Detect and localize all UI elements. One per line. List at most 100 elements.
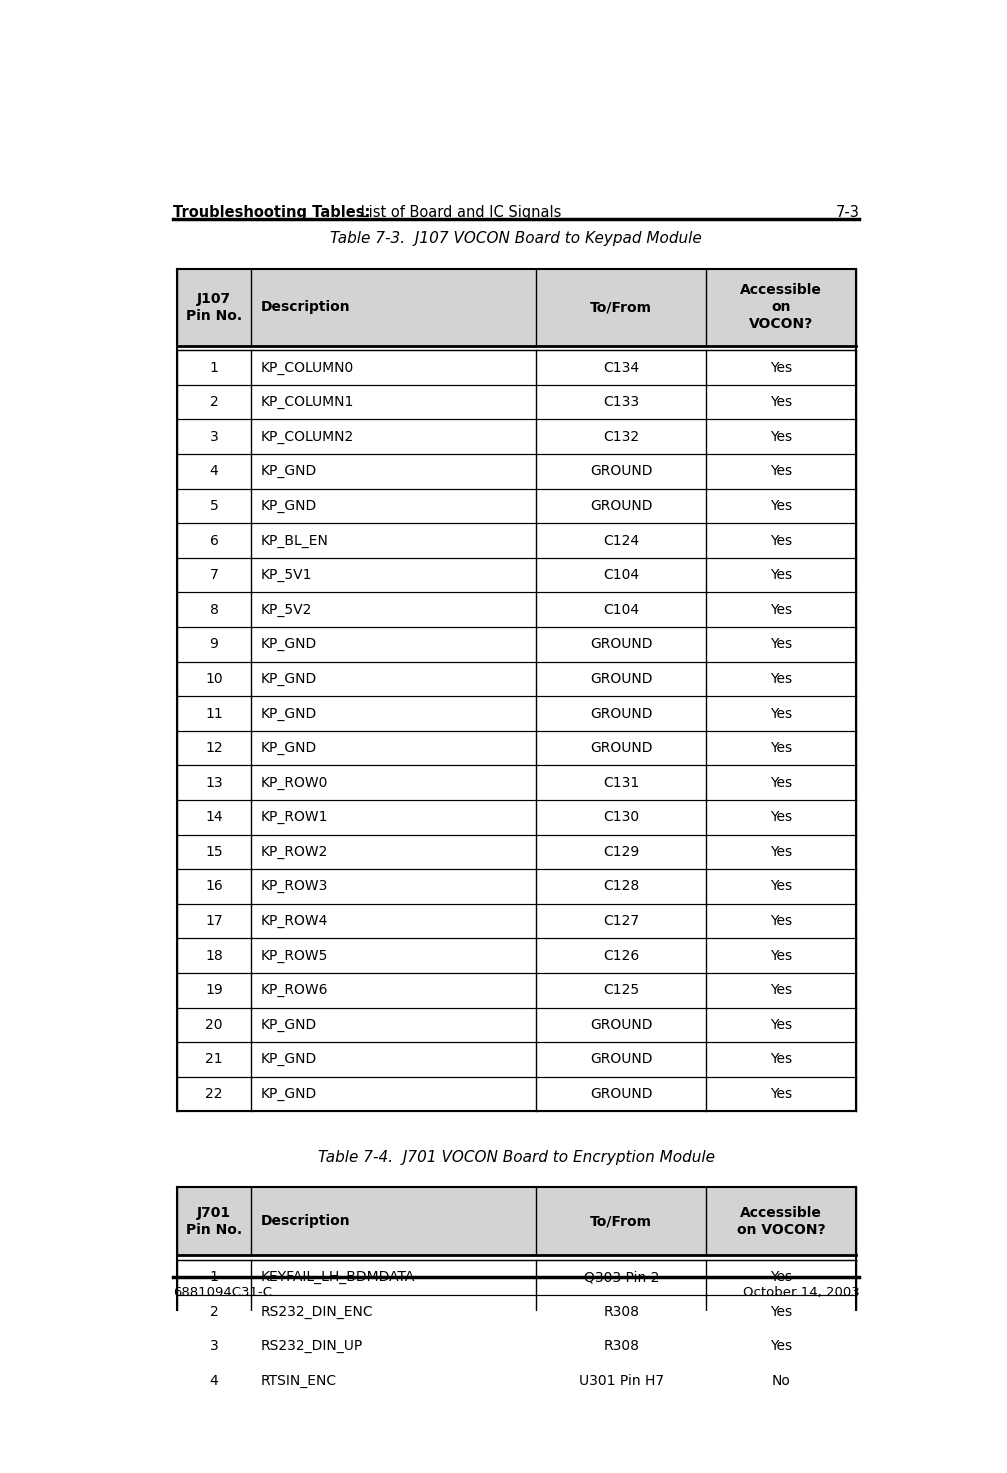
Text: Yes: Yes [769, 810, 792, 825]
Text: KP_GND: KP_GND [261, 707, 317, 720]
Text: KP_ROW2: KP_ROW2 [261, 846, 328, 859]
Text: 11: 11 [205, 707, 223, 720]
Text: 7-3: 7-3 [836, 205, 860, 219]
Text: Yes: Yes [769, 395, 792, 409]
Text: J107
Pin No.: J107 Pin No. [186, 292, 242, 323]
Text: Description: Description [261, 300, 350, 314]
Bar [176, 1329, 856, 1364]
Text: KP_ROW4: KP_ROW4 [261, 915, 328, 928]
Text: Yes: Yes [769, 846, 792, 859]
Text: Yes: Yes [769, 879, 792, 894]
Text: KP_ROW5: KP_ROW5 [261, 949, 328, 963]
Bar [176, 1295, 856, 1329]
Text: Table 7-4.  J701 VOCON Board to Encryption Module: Table 7-4. J701 VOCON Board to Encryptio… [317, 1150, 715, 1165]
Text: 9: 9 [209, 638, 219, 651]
Text: GROUND: GROUND [590, 464, 653, 479]
Bar [176, 1364, 856, 1398]
Text: Accessible
on VOCON?: Accessible on VOCON? [736, 1206, 825, 1237]
Bar [176, 974, 856, 1008]
Text: 10: 10 [205, 672, 223, 686]
Text: 20: 20 [205, 1018, 223, 1033]
Bar [176, 835, 856, 869]
Text: GROUND: GROUND [590, 1018, 653, 1033]
Text: KP_ROW1: KP_ROW1 [261, 810, 328, 825]
Text: 3: 3 [209, 430, 219, 443]
Bar [176, 268, 856, 346]
Text: KP_GND: KP_GND [261, 638, 317, 651]
Text: KP_GND: KP_GND [261, 672, 317, 686]
Bar [176, 523, 856, 558]
Text: To/From: To/From [590, 1214, 653, 1228]
Text: Yes: Yes [769, 1339, 792, 1354]
Text: GROUND: GROUND [590, 672, 653, 686]
Text: GROUND: GROUND [590, 1087, 653, 1100]
Text: C128: C128 [603, 879, 639, 894]
Text: KP_BL_EN: KP_BL_EN [261, 533, 328, 548]
Text: To/From: To/From [590, 300, 653, 314]
Text: Yes: Yes [769, 602, 792, 617]
Text: J701
Pin No.: J701 Pin No. [186, 1206, 242, 1237]
Text: Yes: Yes [769, 1087, 792, 1100]
Text: 12: 12 [205, 741, 223, 756]
Text: 21: 21 [205, 1053, 223, 1066]
Bar [176, 766, 856, 800]
Text: 7: 7 [209, 569, 219, 582]
Text: C127: C127 [603, 915, 639, 928]
Bar [176, 384, 856, 420]
Text: 18: 18 [205, 949, 223, 963]
Text: C133: C133 [603, 395, 639, 409]
Bar [176, 1008, 856, 1043]
Text: 5: 5 [209, 499, 219, 513]
Bar [176, 1043, 856, 1077]
Text: KP_COLUMN0: KP_COLUMN0 [261, 361, 353, 374]
Text: 15: 15 [205, 846, 223, 859]
Bar [176, 489, 856, 523]
Text: No: No [771, 1374, 790, 1388]
Text: Yes: Yes [769, 569, 792, 582]
Text: C131: C131 [603, 776, 639, 790]
Text: Q303 Pin 2: Q303 Pin 2 [584, 1270, 659, 1284]
Text: 19: 19 [205, 984, 223, 997]
Text: KP_GND: KP_GND [261, 1018, 317, 1033]
Text: Yes: Yes [769, 464, 792, 479]
Text: R308: R308 [603, 1305, 639, 1318]
Text: GROUND: GROUND [590, 707, 653, 720]
Text: Yes: Yes [769, 984, 792, 997]
Text: Yes: Yes [769, 533, 792, 548]
Text: 1: 1 [209, 361, 219, 374]
Text: KP_GND: KP_GND [261, 741, 317, 756]
Bar [176, 731, 856, 766]
Text: GROUND: GROUND [590, 638, 653, 651]
Text: 3: 3 [209, 1339, 219, 1354]
Text: 16: 16 [205, 879, 223, 894]
Text: RS232_DIN_UP: RS232_DIN_UP [261, 1339, 363, 1354]
Text: Yes: Yes [769, 361, 792, 374]
Text: List of Board and IC Signals: List of Board and IC Signals [356, 205, 562, 219]
Text: C132: C132 [603, 430, 639, 443]
Bar [176, 904, 856, 938]
Text: C134: C134 [603, 361, 639, 374]
Text: GROUND: GROUND [590, 741, 653, 756]
Text: Yes: Yes [769, 672, 792, 686]
Bar [176, 558, 856, 592]
Text: Accessible
on
VOCON?: Accessible on VOCON? [740, 283, 822, 331]
Text: Description: Description [261, 1214, 350, 1228]
Text: Table 7-3.  J107 VOCON Board to Keypad Module: Table 7-3. J107 VOCON Board to Keypad Mo… [330, 231, 702, 246]
Bar [176, 938, 856, 974]
Bar [176, 1259, 856, 1295]
Text: Yes: Yes [769, 776, 792, 790]
Text: Yes: Yes [769, 638, 792, 651]
Bar [176, 627, 856, 661]
Bar [176, 351, 856, 384]
Bar [176, 1187, 856, 1255]
Bar [176, 454, 856, 489]
Text: RS232_DIN_ENC: RS232_DIN_ENC [261, 1305, 374, 1318]
Text: C125: C125 [603, 984, 639, 997]
Text: KP_GND: KP_GND [261, 1087, 317, 1100]
Text: Yes: Yes [769, 1053, 792, 1066]
Text: C126: C126 [603, 949, 639, 963]
Text: 22: 22 [205, 1087, 223, 1100]
Text: KP_COLUMN2: KP_COLUMN2 [261, 430, 353, 443]
Text: GROUND: GROUND [590, 1053, 653, 1066]
Text: 1: 1 [209, 1270, 219, 1284]
